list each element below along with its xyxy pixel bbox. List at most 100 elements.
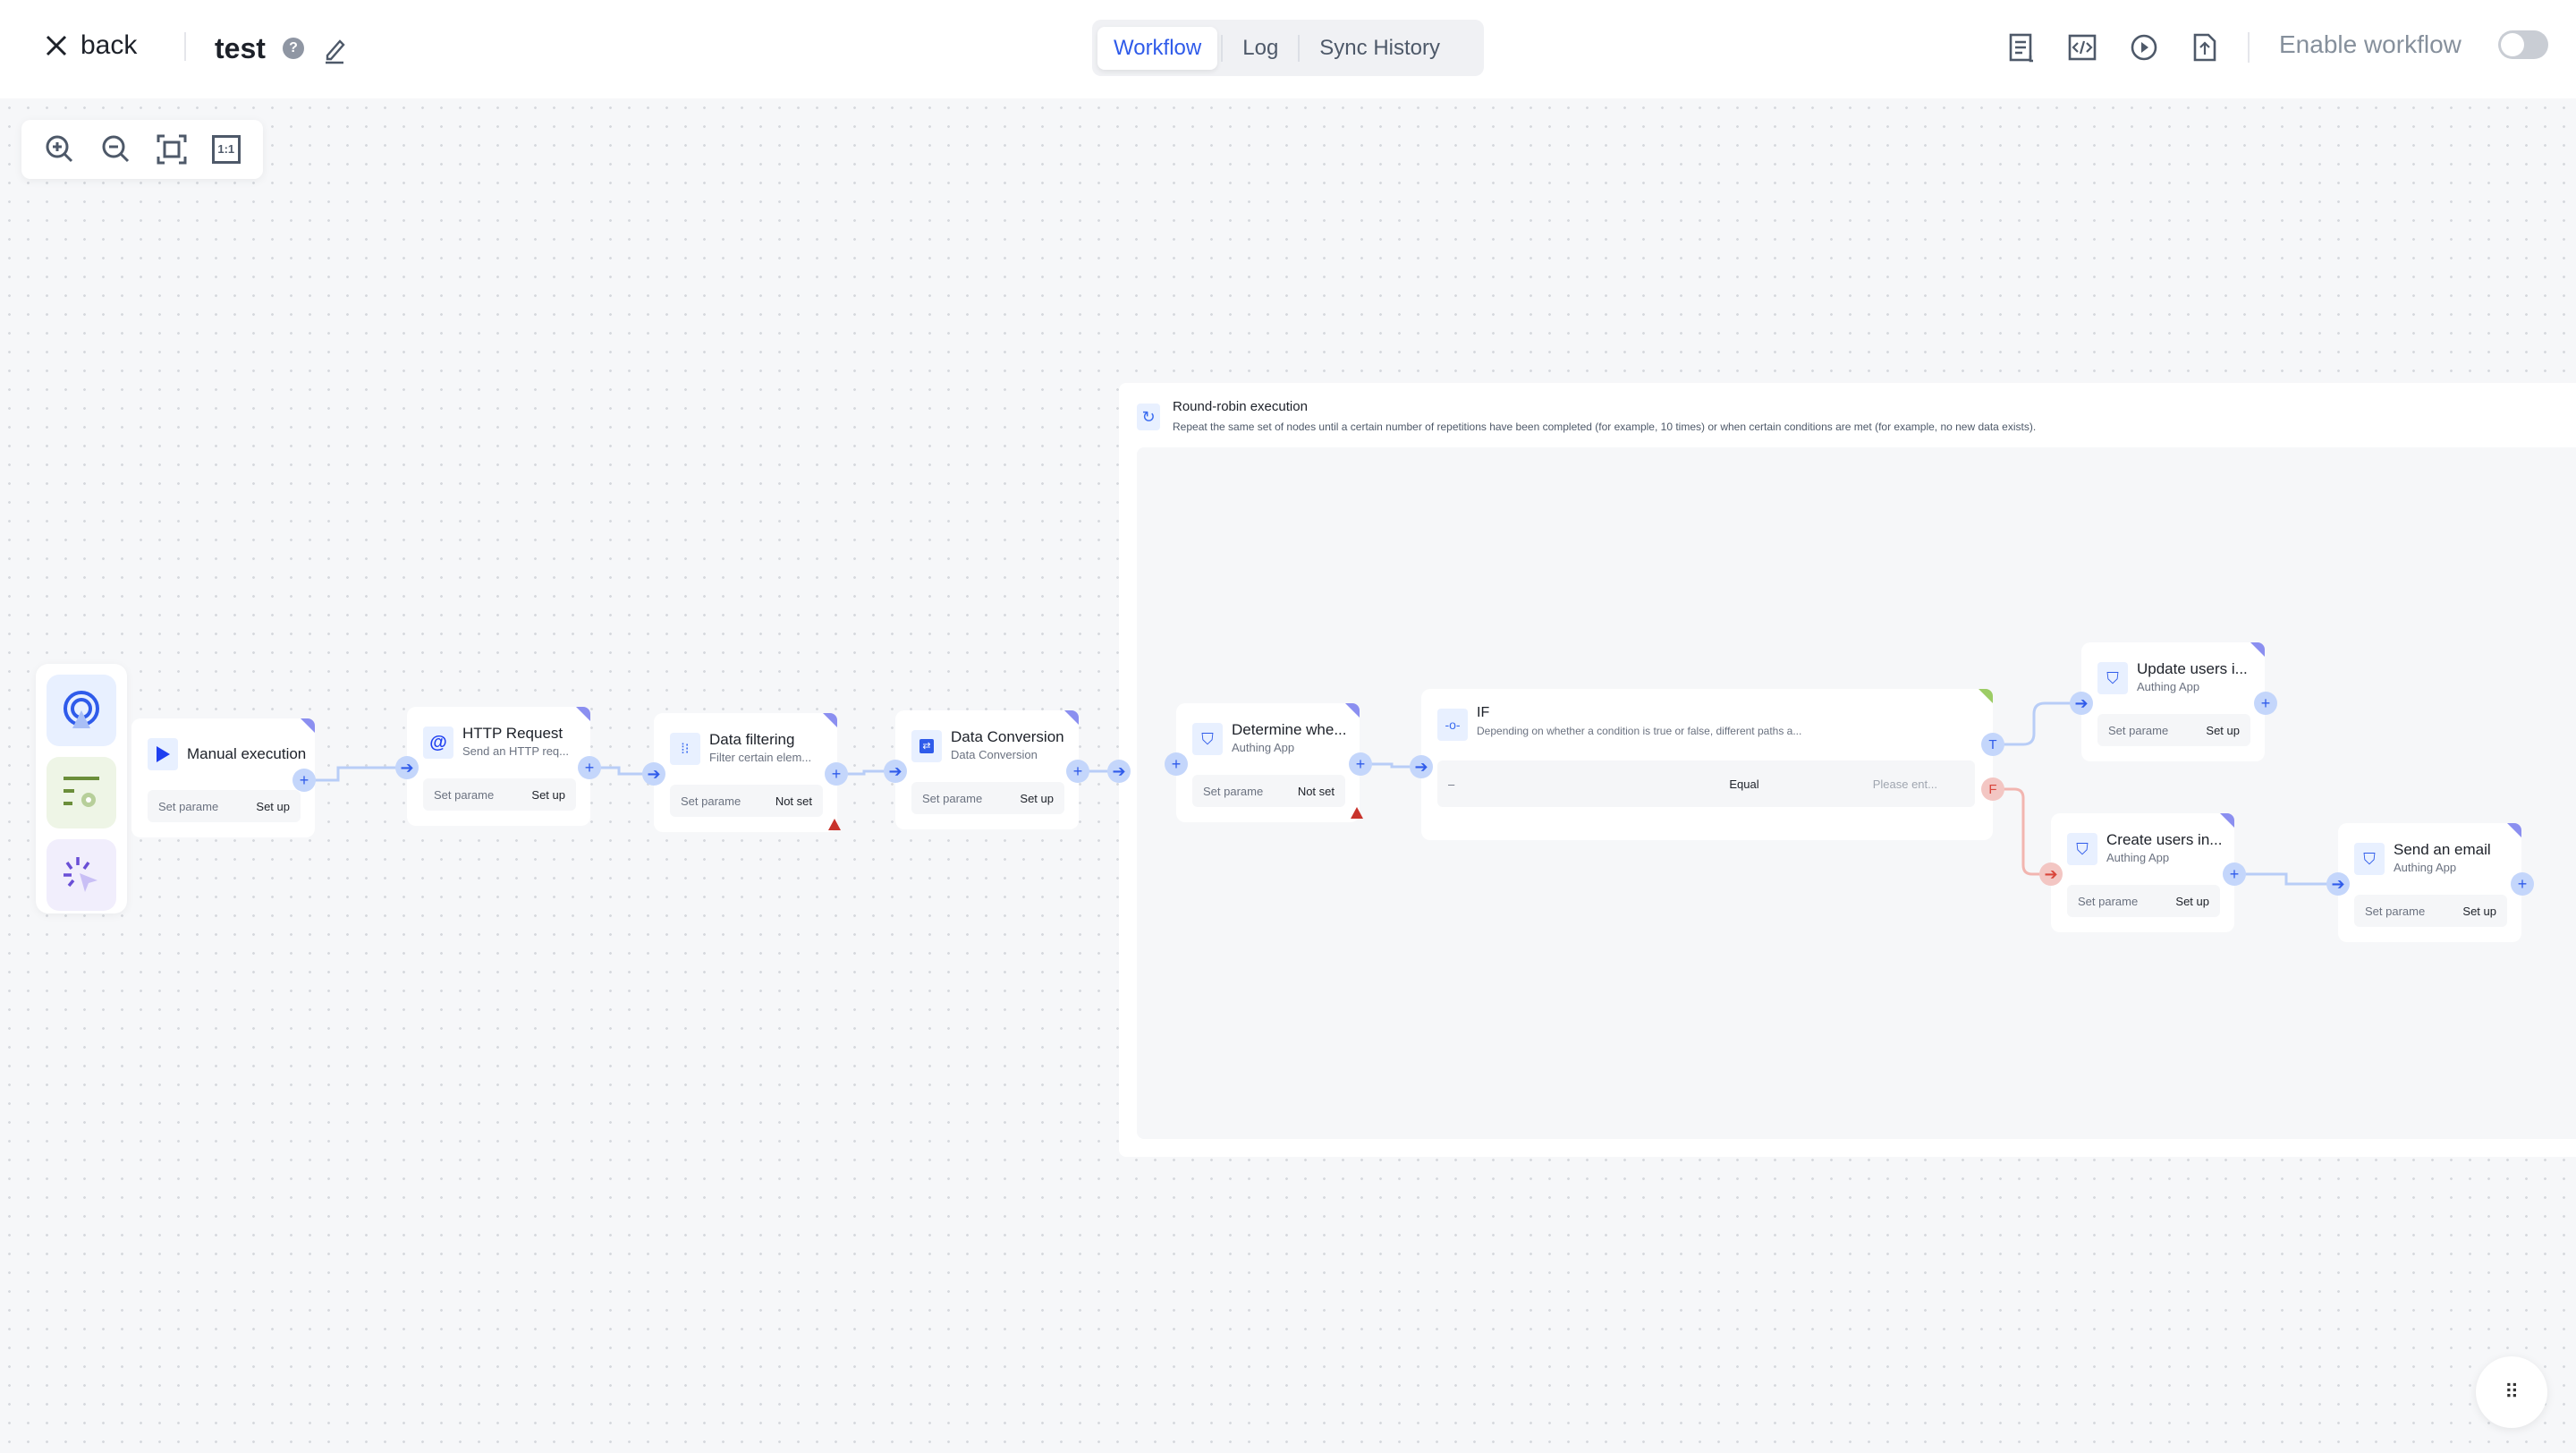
tab-sync-history[interactable]: Sync History — [1319, 35, 1440, 60]
condition-value-input[interactable]: Please ent... — [1872, 777, 1937, 791]
node-subtitle: Authing App — [1232, 741, 1295, 754]
condition-operator[interactable]: Equal — [1729, 777, 1759, 791]
false-edge — [1993, 787, 2051, 876]
param-value: Set up — [2206, 723, 2240, 737]
node-subtitle: Authing App — [2394, 861, 2457, 874]
node-title: Send an email — [2394, 841, 2491, 858]
node-data-filtering[interactable]: ⁞⁝ Data filtering Filter certain elem...… — [654, 713, 841, 832]
node-title: HTTP Request — [462, 725, 564, 742]
node-if[interactable]: -o- IF Depending on whether a condition … — [1421, 689, 1993, 840]
param-label: Set parame — [922, 791, 983, 805]
play-icon[interactable] — [2129, 32, 2159, 63]
add-node-port[interactable]: + — [1066, 760, 1089, 783]
add-node-port[interactable]: + — [825, 762, 848, 786]
node-param[interactable]: Set parame Set up — [911, 782, 1064, 814]
palette-trigger[interactable] — [47, 675, 116, 746]
minimap-button[interactable]: ⠿ — [2476, 1356, 2547, 1428]
actual-size-icon[interactable]: 1:1 — [211, 135, 241, 164]
add-node-port[interactable]: + — [2254, 692, 2277, 715]
node-title: Manual execution — [187, 745, 307, 762]
palette-action[interactable] — [47, 839, 116, 911]
param-label: Set parame — [2365, 904, 2426, 918]
add-node-port[interactable]: + — [2511, 872, 2534, 896]
view-tabs: Workflow Log Sync History — [1092, 20, 1484, 76]
tab-log[interactable]: Log — [1242, 35, 1279, 60]
loop-input-port[interactable]: ➔ — [1107, 760, 1131, 783]
node-title: Determine whe... — [1232, 721, 1347, 738]
code-icon[interactable] — [2067, 32, 2097, 63]
node-corner — [2507, 823, 2521, 837]
node-param[interactable]: Set parame Set up — [2067, 885, 2220, 917]
warning-icon — [1351, 807, 1363, 819]
node-param[interactable]: Set parame Set up — [2354, 895, 2507, 927]
param-label: Set parame — [2108, 723, 2169, 737]
enable-workflow-toggle[interactable] — [2498, 30, 2548, 59]
node-subtitle: Authing App — [2137, 680, 2200, 693]
node-http-request[interactable]: @ HTTP Request Send an HTTP req... Set p… — [407, 707, 590, 826]
warning-icon — [828, 819, 841, 830]
export-icon[interactable] — [2190, 32, 2220, 63]
divider — [1221, 34, 1224, 62]
add-node-port[interactable]: + — [578, 756, 601, 779]
add-node-port[interactable]: + — [292, 769, 316, 792]
enable-workflow-label: Enable workflow — [2279, 30, 2462, 58]
node-param[interactable]: Set parame Set up — [148, 790, 301, 822]
add-node-port[interactable]: + — [1165, 752, 1188, 776]
condition-left[interactable]: – — [1448, 777, 1455, 791]
shield-icon: ⛉ — [2354, 843, 2385, 875]
if-condition[interactable]: – Equal Please ent... — [1437, 760, 1975, 807]
node-corner — [2250, 642, 2265, 657]
node-determine[interactable]: ⛉ Determine whe... Authing App Set param… — [1176, 703, 1363, 822]
true-port[interactable]: T — [1981, 733, 2004, 756]
divider — [184, 32, 186, 61]
input-port[interactable]: ➔ — [2039, 862, 2063, 886]
shield-icon: ⛉ — [2067, 833, 2097, 865]
param-value: Set up — [2175, 894, 2209, 908]
edge — [1993, 701, 2081, 746]
doc-list-icon[interactable] — [2006, 32, 2037, 63]
fit-view-icon[interactable] — [156, 133, 188, 166]
help-icon[interactable]: ? — [283, 38, 304, 59]
workflow-title: test — [215, 32, 266, 64]
palette-logic[interactable] — [47, 757, 116, 828]
node-title: Create users in... — [2106, 831, 2223, 848]
input-port[interactable]: ➔ — [1410, 755, 1433, 778]
false-port[interactable]: F — [1981, 777, 2004, 801]
node-param[interactable]: Set parame Set up — [2097, 714, 2250, 746]
param-label: Set parame — [434, 787, 495, 802]
node-update-users[interactable]: ⛉ Update users i... Authing App Set para… — [2081, 642, 2265, 761]
param-label: Set parame — [158, 799, 219, 813]
add-node-port[interactable]: + — [2223, 862, 2246, 886]
param-value: Not set — [1297, 784, 1335, 798]
node-manual-execution[interactable]: Manual execution Set parame Set up — [131, 718, 315, 837]
node-param[interactable]: Set parame Not set — [1192, 775, 1345, 807]
zoom-in-icon[interactable] — [44, 133, 76, 166]
param-value: Not set — [775, 794, 812, 808]
edit-icon[interactable] — [322, 36, 347, 64]
zoom-toolbar: 1:1 — [21, 120, 263, 179]
param-label: Set parame — [2078, 894, 2139, 908]
zoom-out-icon[interactable] — [100, 133, 132, 166]
tab-workflow[interactable]: Workflow — [1097, 26, 1218, 70]
loop-description: Repeat the same set of nodes until a cer… — [1173, 421, 2037, 433]
node-send-email[interactable]: ⛉ Send an email Authing App Set parame Se… — [2338, 823, 2521, 942]
input-port[interactable]: ➔ — [2326, 872, 2350, 896]
divider — [1298, 34, 1301, 62]
node-param[interactable]: Set parame Set up — [423, 778, 576, 811]
loop-icon: ↻ — [1137, 404, 1160, 430]
divider — [2248, 32, 2250, 63]
input-port[interactable]: ➔ — [2070, 692, 2093, 715]
node-param[interactable]: Set parame Not set — [670, 785, 823, 817]
input-port[interactable]: ➔ — [642, 762, 665, 786]
node-data-conversion[interactable]: ⇄ Data Conversion Data Conversion Set pa… — [895, 710, 1079, 829]
node-create-users[interactable]: ⛉ Create users in... Authing App Set par… — [2051, 813, 2234, 932]
input-port[interactable]: ➔ — [884, 760, 907, 783]
back-button[interactable]: back — [45, 30, 137, 61]
loop-title: Round-robin execution — [1173, 399, 1308, 414]
input-port[interactable]: ➔ — [395, 756, 419, 779]
close-icon — [46, 35, 67, 56]
node-corner — [823, 713, 837, 727]
convert-icon: ⇄ — [911, 730, 942, 762]
add-node-port[interactable]: + — [1349, 752, 1372, 776]
